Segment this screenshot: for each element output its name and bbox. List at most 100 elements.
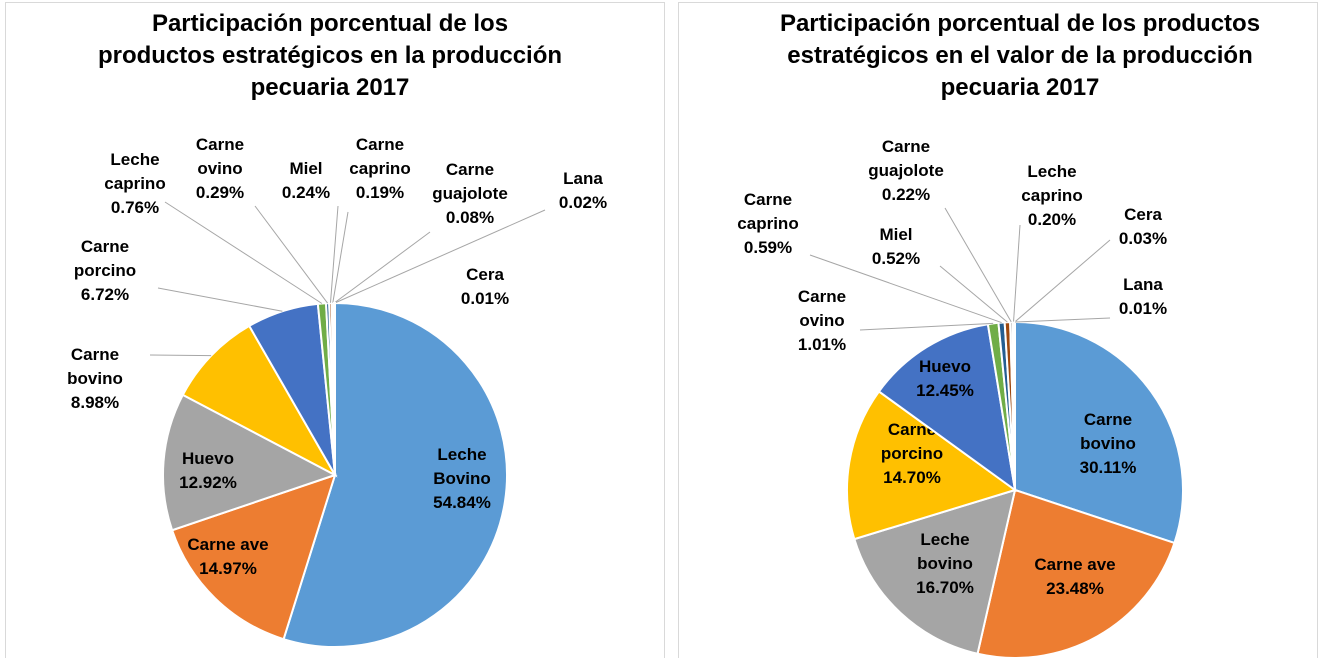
data-label: Carne ovino 1.01% <box>798 287 846 354</box>
category-label: Cera <box>466 265 504 284</box>
value-label: 1.01% <box>798 335 846 354</box>
category-label-line: bovino <box>1080 434 1136 453</box>
data-label: Carne caprino 0.59% <box>737 190 798 257</box>
category-label: Leche Bovino <box>433 445 491 488</box>
category-label-line: Huevo <box>182 449 234 468</box>
leader-line <box>1014 239 1111 323</box>
category-label-line: Carne <box>196 135 244 154</box>
category-label-line: caprino <box>349 159 410 178</box>
category-label-line: Bovino <box>433 469 491 488</box>
leader-line <box>859 322 994 331</box>
category-label: Leche caprino <box>1021 162 1082 205</box>
pie-slice <box>282 301 508 648</box>
category-label: Huevo <box>919 357 971 376</box>
pie-slice <box>181 324 338 478</box>
value-label: 12.92% <box>179 473 237 492</box>
value-label: 23.48% <box>1046 579 1104 598</box>
leader-line <box>334 209 546 304</box>
category-label-line: Miel <box>289 159 322 178</box>
chart-title: Participación porcentual de los producto… <box>779 10 1261 101</box>
category-label-line: porcino <box>881 444 943 463</box>
category-label: Miel <box>289 159 322 178</box>
leader-line <box>332 211 349 304</box>
data-label: Lana 0.02% <box>559 169 607 212</box>
category-label-line: Carne <box>71 345 119 364</box>
data-label: Leche Bovino 54.84% <box>433 445 491 512</box>
data-label: Huevo 12.45% <box>916 357 974 400</box>
category-label-line: Cera <box>466 265 504 284</box>
data-label: Miel 0.24% <box>282 159 330 202</box>
value-label: 14.97% <box>199 559 257 578</box>
leader-line <box>1013 224 1021 323</box>
category-label: Carne ave <box>187 535 268 554</box>
value-label: 0.22% <box>882 185 930 204</box>
data-label: Carne ave 14.97% <box>187 535 268 578</box>
chart-title: Participación porcentual de los producto… <box>97 10 563 101</box>
value-label: 0.03% <box>1119 229 1167 248</box>
value-label: 0.08% <box>446 208 494 227</box>
value-label: 16.70% <box>916 578 974 597</box>
category-label-line: ovino <box>197 159 242 178</box>
category-label-line: Cera <box>1124 205 1162 224</box>
category-label-line: Carne <box>356 135 404 154</box>
leader-line <box>329 205 339 304</box>
data-label: Carne caprino 0.19% <box>349 135 410 202</box>
category-label-line: Miel <box>879 225 912 244</box>
category-label-line: Huevo <box>919 357 971 376</box>
category-label-line: Leche <box>1027 162 1076 181</box>
data-label: Huevo 12.92% <box>179 449 237 492</box>
value-label: 8.98% <box>71 393 119 412</box>
category-label: Carne caprino <box>349 135 410 178</box>
value-label: 0.01% <box>1119 299 1167 318</box>
category-label-line: porcino <box>74 261 136 280</box>
category-label: Huevo <box>182 449 234 468</box>
category-label-line: Carne ave <box>187 535 268 554</box>
category-label-line: guajolote <box>868 161 944 180</box>
data-label: Leche caprino 0.20% <box>1021 162 1082 229</box>
data-label: Carne guajolote 0.22% <box>868 137 944 204</box>
category-label: Carne bovino <box>67 345 123 388</box>
leader-line <box>149 354 212 357</box>
data-label: Carne ovino 0.29% <box>196 135 244 202</box>
chart-panel <box>5 2 665 658</box>
leader-line <box>254 205 329 304</box>
data-label: Carne bovino 30.11% <box>1080 410 1137 477</box>
category-label-line: Carne <box>1084 410 1132 429</box>
value-label: 0.19% <box>356 183 404 202</box>
value-label: 0.02% <box>559 193 607 212</box>
leader-line <box>164 201 323 304</box>
category-label-line: Carne <box>882 137 930 156</box>
pie-slice <box>853 488 1017 655</box>
category-label-line: Lana <box>563 169 603 188</box>
pie-slice <box>846 390 1018 541</box>
data-label: Carne bovino 8.98% <box>67 345 123 412</box>
category-label-line: Lana <box>1123 275 1163 294</box>
data-label: Cera 0.01% <box>461 265 509 308</box>
category-label-line: Leche <box>437 445 486 464</box>
leader-line <box>944 207 1012 323</box>
data-label: Carne porcino 6.72% <box>74 237 136 304</box>
pie-slice <box>877 323 1017 493</box>
category-label-line: Carne ave <box>1034 555 1115 574</box>
category-label-line: Carne <box>744 190 792 209</box>
data-label: Carne guajolote 0.08% <box>432 160 508 227</box>
category-label: Carne caprino <box>737 190 798 233</box>
data-label: Miel 0.52% <box>872 225 920 268</box>
category-label: Carne ovino <box>196 135 244 178</box>
category-label: Leche bovino <box>917 530 973 573</box>
pie-slice <box>170 473 337 641</box>
category-label-line: Leche <box>110 150 159 169</box>
value-label: 30.11% <box>1080 458 1137 477</box>
category-label: Carne guajolote <box>432 160 508 203</box>
category-label: Miel <box>879 225 912 244</box>
data-label: Cera 0.03% <box>1119 205 1167 248</box>
leader-line <box>809 254 1002 324</box>
chart-panel <box>678 2 1318 658</box>
value-label: 0.52% <box>872 249 920 268</box>
value-label: 6.72% <box>81 285 129 304</box>
value-label: 0.29% <box>196 183 244 202</box>
category-label: Cera <box>1124 205 1162 224</box>
leader-line <box>333 231 431 304</box>
pie-slice <box>1014 320 1184 545</box>
